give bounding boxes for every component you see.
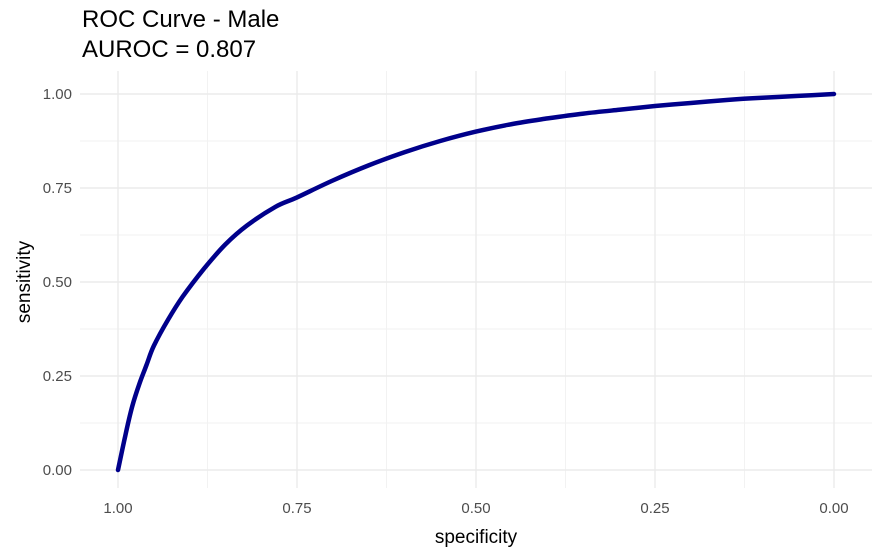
series-layer: [115, 91, 837, 473]
y-axis-title: sensitivity: [14, 240, 35, 323]
y-tick-labels: 0.00 0.25 0.50 0.75 1.00: [43, 86, 72, 479]
chart-title: ROC Curve - Male: [82, 6, 280, 33]
y-tick-label: 1.00: [43, 86, 72, 103]
roc-curve-line: [115, 91, 837, 473]
x-tick-label: 0.00: [819, 500, 848, 517]
chart-subtitle: AUROC = 0.807: [82, 36, 257, 63]
x-tick-label: 0.25: [640, 500, 669, 517]
y-tick-label: 0.75: [43, 180, 72, 197]
x-axis-title: specificity: [435, 527, 518, 548]
y-tick-label: 0.25: [43, 368, 72, 385]
x-tick-labels: 1.00 0.75 0.50 0.25 0.00: [103, 500, 848, 517]
x-tick-label: 0.50: [461, 500, 490, 517]
x-tick-label: 1.00: [103, 500, 132, 517]
y-tick-label: 0.50: [43, 274, 72, 291]
major-gridlines: [80, 71, 872, 488]
y-tick-label: 0.00: [43, 462, 72, 479]
x-tick-label: 0.75: [282, 500, 311, 517]
